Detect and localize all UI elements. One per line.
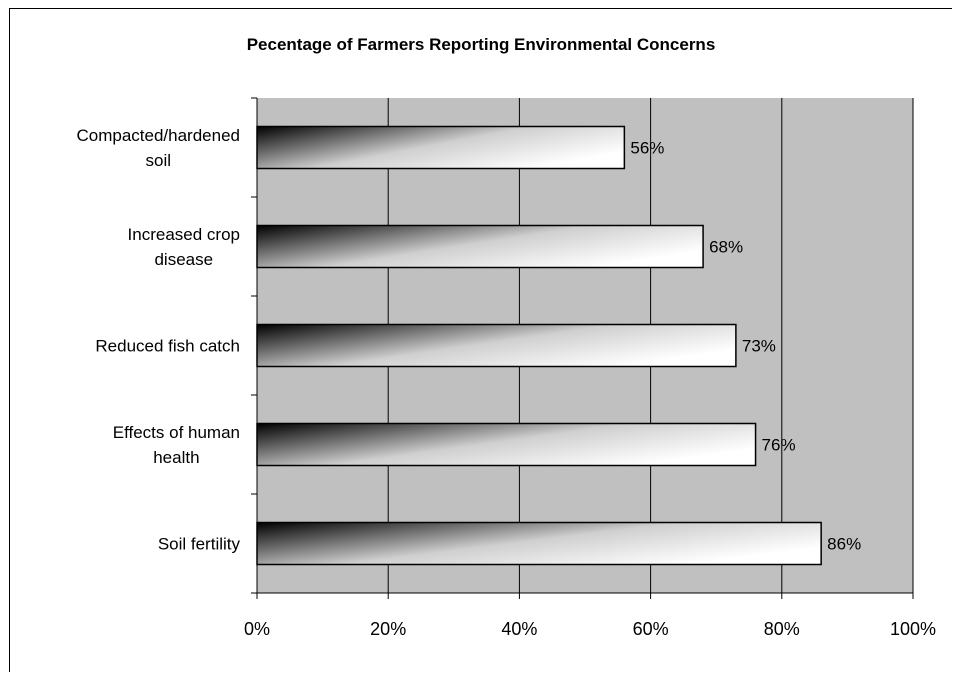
category-label-line: Reduced fish catch [95, 337, 240, 356]
x-tick-label: 60% [633, 619, 669, 639]
data-label: 76% [762, 436, 796, 455]
bar-4 [256, 521, 822, 566]
x-tick-label: 0% [244, 619, 270, 639]
category-label: Effects of human health [113, 423, 240, 467]
chart-title: Pecentage of Farmers Reporting Environme… [247, 35, 716, 54]
data-label: 56% [630, 139, 664, 158]
labels: 0% 20% 40% 60% 80% 100% 56% Compacted/hardened s… [76, 126, 936, 639]
category-label-line: soil [145, 151, 171, 170]
data-label: 73% [742, 337, 776, 356]
category-label: Compacted/hardened soil [76, 126, 240, 170]
bar-0 [256, 125, 626, 170]
category-label-line: Soil fertility [158, 535, 241, 554]
x-tick-label: 80% [764, 619, 800, 639]
category-label-line: health [153, 448, 199, 467]
chart-frame [9, 8, 952, 672]
category-label: Increased crop disease [128, 225, 240, 269]
bar-3 [256, 422, 757, 467]
x-tick-label: 100% [890, 619, 936, 639]
x-tick-label: 20% [370, 619, 406, 639]
bars [256, 125, 822, 566]
category-label-line: Effects of human [113, 423, 240, 442]
bar-1 [256, 224, 704, 269]
category-label: Soil fertility [158, 535, 241, 554]
bar-2 [256, 323, 737, 368]
category-label-line: Compacted/hardened [76, 126, 240, 145]
data-label: 68% [709, 238, 743, 257]
data-label: 86% [827, 535, 861, 554]
x-tick-label: 40% [501, 619, 537, 639]
category-label: Reduced fish catch [95, 337, 240, 356]
category-label-line: Increased crop [128, 225, 240, 244]
category-label-line: disease [154, 250, 213, 269]
